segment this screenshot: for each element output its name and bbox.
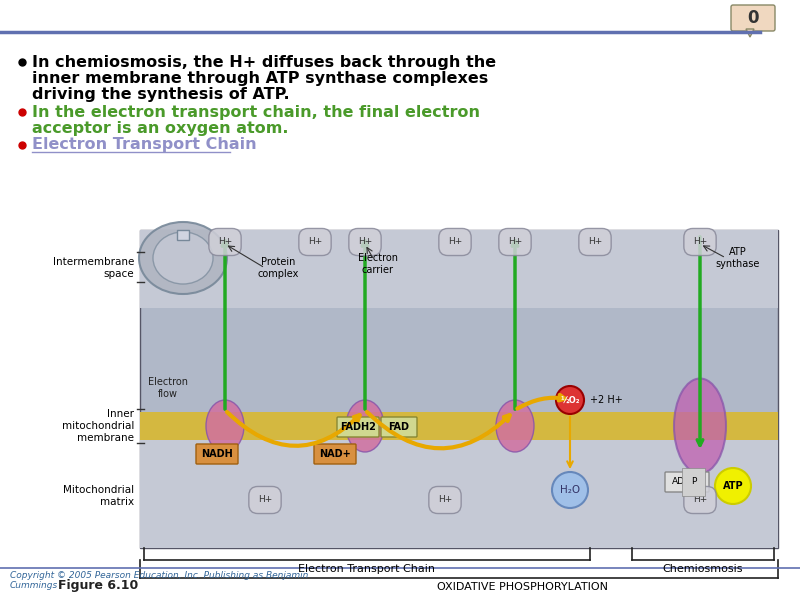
Text: FAD: FAD bbox=[389, 422, 410, 432]
Text: Electron
carrier: Electron carrier bbox=[358, 253, 398, 275]
Text: H+: H+ bbox=[693, 238, 707, 247]
Text: In chemiosmosis, the H+ diffuses back through the: In chemiosmosis, the H+ diffuses back th… bbox=[32, 55, 496, 70]
Text: H₂O: H₂O bbox=[560, 485, 580, 495]
Text: Electron Transport Chain: Electron Transport Chain bbox=[298, 564, 435, 574]
FancyBboxPatch shape bbox=[196, 444, 238, 464]
Text: H+: H+ bbox=[258, 496, 272, 505]
Polygon shape bbox=[746, 29, 754, 37]
Ellipse shape bbox=[139, 222, 227, 294]
Ellipse shape bbox=[346, 400, 384, 452]
FancyBboxPatch shape bbox=[140, 412, 778, 440]
Text: H+: H+ bbox=[308, 238, 322, 247]
Text: ADP: ADP bbox=[672, 478, 690, 487]
Text: inner membrane through ATP synthase complexes: inner membrane through ATP synthase comp… bbox=[32, 70, 488, 85]
Text: H+: H+ bbox=[508, 238, 522, 247]
Text: Inner
mitochondrial
membrane: Inner mitochondrial membrane bbox=[62, 409, 134, 443]
Text: Cummings: Cummings bbox=[10, 581, 58, 590]
Text: H+: H+ bbox=[693, 496, 707, 505]
Text: NAD+: NAD+ bbox=[319, 449, 351, 459]
Text: acceptor is an oxygen atom.: acceptor is an oxygen atom. bbox=[32, 121, 289, 136]
Text: NADH: NADH bbox=[201, 449, 233, 459]
FancyBboxPatch shape bbox=[140, 230, 778, 308]
Text: +2 H+: +2 H+ bbox=[590, 395, 622, 405]
Text: Intermembrane
space: Intermembrane space bbox=[53, 257, 134, 279]
Text: OXIDATIVE PHOSPHORYLATION: OXIDATIVE PHOSPHORYLATION bbox=[438, 582, 608, 592]
Text: FADH2: FADH2 bbox=[340, 422, 376, 432]
Text: H+: H+ bbox=[438, 496, 452, 505]
FancyBboxPatch shape bbox=[314, 444, 356, 464]
Ellipse shape bbox=[496, 400, 534, 452]
Text: In the electron transport chain, the final electron: In the electron transport chain, the fin… bbox=[32, 104, 480, 119]
Text: Electron
flow: Electron flow bbox=[148, 377, 188, 399]
Circle shape bbox=[552, 472, 588, 508]
Text: H+: H+ bbox=[218, 238, 232, 247]
Text: Protein
complex: Protein complex bbox=[258, 257, 298, 279]
Text: ATP: ATP bbox=[722, 481, 743, 491]
Text: 0: 0 bbox=[747, 9, 758, 27]
Text: Copyright © 2005 Pearson Education, Inc. Publishing as Benjamin: Copyright © 2005 Pearson Education, Inc.… bbox=[10, 571, 308, 581]
Text: Chemiosmosis: Chemiosmosis bbox=[662, 564, 743, 574]
FancyBboxPatch shape bbox=[665, 472, 709, 492]
FancyBboxPatch shape bbox=[337, 417, 379, 437]
FancyBboxPatch shape bbox=[140, 440, 778, 548]
Text: Electron Transport Chain: Electron Transport Chain bbox=[32, 137, 257, 152]
Text: Figure 6.10: Figure 6.10 bbox=[58, 580, 138, 593]
Text: H+: H+ bbox=[448, 238, 462, 247]
Text: H+: H+ bbox=[358, 238, 372, 247]
Ellipse shape bbox=[674, 379, 726, 473]
Circle shape bbox=[556, 386, 584, 414]
Text: P: P bbox=[691, 478, 696, 487]
Text: ½O₂: ½O₂ bbox=[560, 395, 580, 404]
Ellipse shape bbox=[153, 232, 213, 284]
Ellipse shape bbox=[206, 400, 244, 452]
FancyBboxPatch shape bbox=[177, 230, 189, 240]
Text: Mitochondrial
matrix: Mitochondrial matrix bbox=[63, 485, 134, 507]
Text: driving the synthesis of ATP.: driving the synthesis of ATP. bbox=[32, 86, 290, 101]
Text: H+: H+ bbox=[588, 238, 602, 247]
Circle shape bbox=[715, 468, 751, 504]
FancyBboxPatch shape bbox=[381, 417, 417, 437]
FancyBboxPatch shape bbox=[731, 5, 775, 31]
FancyBboxPatch shape bbox=[140, 230, 778, 548]
Text: ATP
synthase: ATP synthase bbox=[716, 247, 760, 269]
